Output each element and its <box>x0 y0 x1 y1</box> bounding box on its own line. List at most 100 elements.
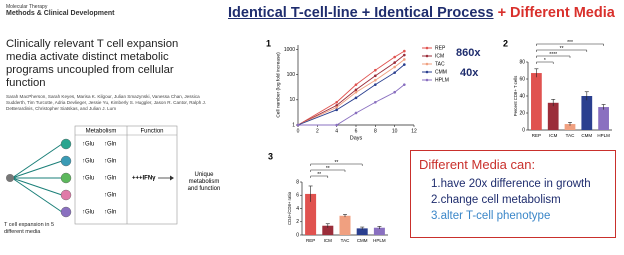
panel-label: 2 <box>503 38 508 48</box>
legend-marker <box>425 62 429 66</box>
significance-label: ** <box>560 46 564 52</box>
significance-bracket <box>310 175 329 178</box>
metabolite: ↑Gln <box>104 159 116 165</box>
headline-part: + Different Media <box>497 5 615 21</box>
x-tick-label: 6 <box>355 128 358 134</box>
point <box>403 53 406 57</box>
x-tick-label: 4 <box>335 128 338 134</box>
x-tick-label: CMM <box>581 133 592 138</box>
legend-marker <box>425 78 429 82</box>
outcome-text: Unique <box>194 172 214 178</box>
box-item: 2.change cell metabolism <box>431 194 561 206</box>
point <box>393 90 396 94</box>
metabolite: ↑Glu <box>82 142 94 148</box>
x-axis-label: Days <box>350 135 363 141</box>
link <box>11 177 63 196</box>
y-tick-label: 0 <box>522 127 525 133</box>
legend-label: ICM <box>435 53 444 59</box>
source-cell <box>6 174 14 182</box>
box-item: 3.alter T-cell phenotype <box>431 210 551 222</box>
summary-box: Different Media can: 1.have 20x differen… <box>410 150 616 238</box>
significance-label: ** <box>326 166 330 172</box>
y-tick-label: 20 <box>519 110 525 116</box>
point <box>354 96 358 100</box>
significance-bracket <box>536 55 571 58</box>
point <box>335 106 338 109</box>
headline-part: Identical T-cell-line + Identical Proces… <box>228 5 494 21</box>
point <box>335 104 338 107</box>
link <box>11 177 63 213</box>
point <box>403 49 406 53</box>
point <box>393 61 396 64</box>
x-tick-label: 8 <box>374 128 377 134</box>
bar <box>564 124 576 130</box>
bar <box>373 227 385 235</box>
point <box>374 83 377 86</box>
point <box>335 123 338 127</box>
bar <box>547 102 559 130</box>
metabolite: ↑Gln <box>104 176 116 182</box>
significance-label: * <box>544 58 546 64</box>
bar <box>356 228 368 235</box>
y-tick-label: 2 <box>296 219 299 225</box>
bar <box>531 73 542 130</box>
significance-bracket <box>536 61 554 64</box>
legend-marker <box>425 70 429 74</box>
series-line <box>297 59 405 126</box>
legend-label: CMM <box>435 69 447 75</box>
y-tick-label: 1 <box>292 122 295 128</box>
bar <box>581 96 593 130</box>
point <box>393 55 396 59</box>
point <box>335 108 338 112</box>
series-line <box>298 84 405 126</box>
y-tick-label: 40 <box>519 93 525 99</box>
panel-label: 1 <box>266 38 271 48</box>
authors: Sarah MacPherson, Sarah Keyes, Marisa K.… <box>6 94 207 111</box>
journal-subtitle: Methods & Clinical Development <box>6 10 115 17</box>
point <box>354 83 358 86</box>
cell <box>60 172 72 184</box>
x-tick-label: 2 <box>316 128 319 134</box>
source-label: T cell expansion in 5 different media <box>4 222 55 235</box>
bar <box>305 193 317 235</box>
y-axis-label: Percent CD8+ T cells <box>513 76 518 117</box>
y-tick-label: 100 <box>287 72 296 78</box>
cell <box>60 155 72 167</box>
x-tick-label: HPLM <box>373 238 386 243</box>
y-tick-label: 1000 <box>284 47 295 53</box>
link <box>11 143 63 179</box>
x-tick-label: TAC <box>341 238 350 243</box>
journal: Molecular Therapy <box>6 4 48 10</box>
x-tick-label: 10 <box>392 128 398 134</box>
legend-marker <box>425 46 429 50</box>
y-tick-label: 8 <box>296 179 299 185</box>
point <box>335 100 338 104</box>
outcome-text: and function <box>188 186 221 192</box>
header: Function <box>140 129 163 135</box>
graphical-abstract: Metabolism Function Unique metabolism and … <box>4 125 221 235</box>
point <box>374 78 377 82</box>
cell <box>60 189 72 201</box>
x-tick-label: TAC <box>566 133 575 138</box>
series-line <box>297 54 405 126</box>
series-line <box>297 64 405 126</box>
y-tick-label: 0 <box>296 232 299 238</box>
box-title: Different Media can: <box>419 157 536 172</box>
point <box>354 90 358 94</box>
y-tick-label: 80 <box>519 59 525 65</box>
point <box>354 88 358 92</box>
significance-bracket <box>310 163 363 166</box>
x-tick-label: 12 <box>411 128 417 134</box>
arrow-head <box>170 175 174 181</box>
point <box>354 111 358 115</box>
point <box>393 65 396 69</box>
box-item: 1.have 20x difference in growth <box>431 178 591 190</box>
link <box>11 160 63 179</box>
legend-label: REP <box>435 45 446 51</box>
table-frame <box>74 125 178 225</box>
significance-bracket <box>536 49 588 52</box>
cell <box>60 206 72 218</box>
significance-label: **** <box>549 52 557 58</box>
source-box: T cell expansion in 5 different media <box>4 222 55 235</box>
